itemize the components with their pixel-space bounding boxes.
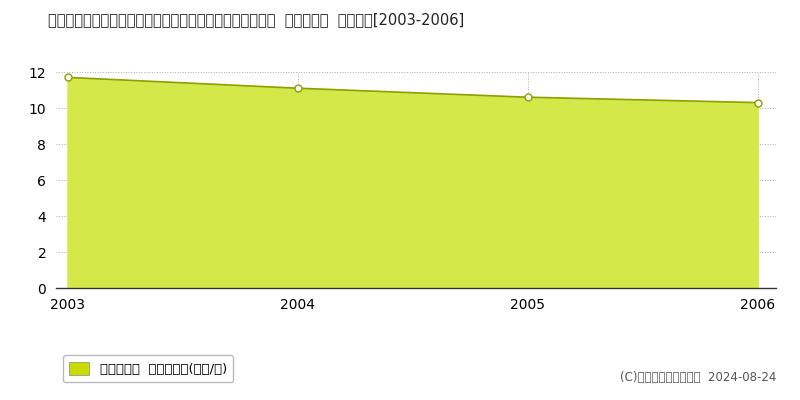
Text: (C)土地価格ドットコム  2024-08-24: (C)土地価格ドットコム 2024-08-24 bbox=[620, 371, 776, 384]
Legend: 基準地価格  平均坪単価(万円/坪): 基準地価格 平均坪単価(万円/坪) bbox=[62, 355, 234, 382]
Text: 三重県三重郡川越町大字豊田一色字国治４８２番１のうち  基準地価格  地価推移[2003-2006]: 三重県三重郡川越町大字豊田一色字国治４８２番１のうち 基準地価格 地価推移[20… bbox=[48, 12, 464, 27]
